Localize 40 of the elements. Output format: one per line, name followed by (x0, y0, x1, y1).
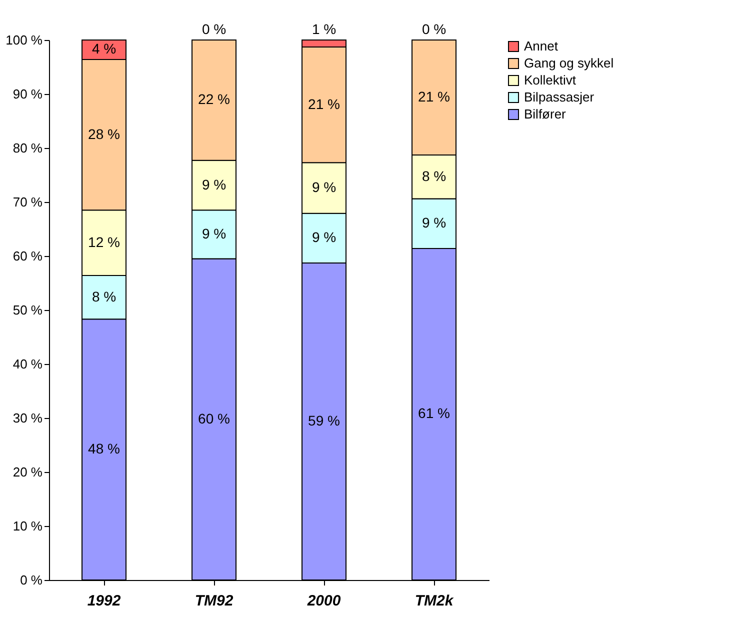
legend-label: Kollektivt (524, 72, 576, 88)
y-tick-label: 40 % (12, 356, 43, 372)
data-label: 21 % (418, 88, 450, 105)
data-label: 60 % (198, 410, 230, 426)
data-label: 1 % (312, 21, 336, 37)
data-label: 28 % (88, 126, 120, 142)
y-tick-label: 100 % (6, 32, 43, 48)
x-tick-label: TM2k (414, 592, 454, 610)
data-label: 9 % (422, 214, 446, 231)
legend-label: Annet (524, 38, 558, 54)
data-label: 61 % (418, 405, 450, 422)
data-label: 21 % (308, 96, 340, 112)
data-label: 22 % (198, 91, 230, 108)
data-label: 48 % (88, 440, 120, 457)
data-label: 9 % (312, 229, 336, 246)
y-tick-label: 80 % (12, 140, 43, 156)
y-tick-label: 90 % (12, 86, 43, 102)
legend-label: Bilfører (524, 106, 567, 122)
y-tick-label: 70 % (12, 194, 43, 210)
data-label: 12 % (88, 234, 120, 250)
y-tick-label: 10 % (12, 518, 43, 534)
legend-label: Gang og sykkel (524, 56, 614, 70)
data-label: 8 % (422, 168, 446, 184)
x-tick-label: 2000 (306, 592, 342, 610)
data-label: 0 % (202, 21, 226, 37)
legend-label: Bilpassasjer (524, 90, 595, 104)
data-label: 4 % (92, 40, 116, 57)
y-tick-label: 60 % (12, 248, 43, 264)
y-tick-label: 50 % (12, 302, 43, 318)
data-label: 0 % (422, 21, 446, 37)
data-label: 9 % (312, 178, 336, 195)
y-tick-label: 30 % (12, 410, 43, 426)
y-tick-label: 0 % (20, 572, 43, 588)
data-label: 9 % (202, 176, 226, 192)
data-label: 59 % (308, 412, 340, 429)
x-tick-label: 1992 (87, 592, 122, 610)
data-label: 8 % (92, 288, 116, 304)
data-label: 9 % (202, 225, 226, 242)
x-tick-label: TM92 (194, 592, 234, 610)
y-tick-label: 20 % (12, 464, 43, 480)
